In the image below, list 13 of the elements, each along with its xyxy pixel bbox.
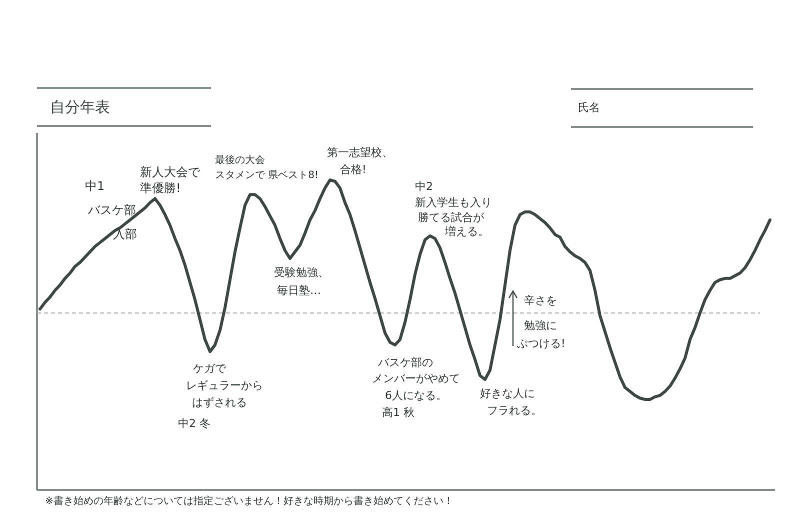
annotation: 受験勉強、毎日塾… bbox=[274, 266, 329, 297]
text: 氏名 bbox=[578, 101, 600, 114]
annotation: 新人大会で準優勝! bbox=[140, 165, 201, 195]
annotation: ケガでレギュラーからはずされる中2 冬 bbox=[178, 362, 263, 430]
text: ※書き始めの年齢などについては指定ございません！好きな時期から書き始めてください！ bbox=[45, 495, 454, 507]
text: 第一志望校、合格! bbox=[327, 146, 393, 176]
annotation: 中2新入学生も入り勝てる試合が増える。 bbox=[415, 180, 492, 238]
annotation: バスケ部のメンバーがやめて6人になる。高1 秋 bbox=[372, 356, 460, 419]
annotation: 辛さを勉強にぶつける! bbox=[517, 294, 566, 350]
annotation: 中1バスケ部入部 bbox=[85, 179, 137, 241]
annotation: 最後の大会スタメンで 県ベスト8! bbox=[215, 154, 319, 181]
chart-title: 自分年表 bbox=[50, 98, 110, 116]
annotation: 好きな人にフラれる。 bbox=[480, 387, 542, 417]
